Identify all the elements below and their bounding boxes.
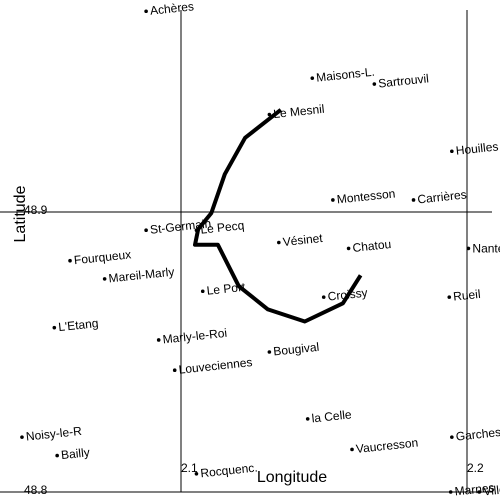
place-dot — [331, 198, 335, 202]
place-marker: Louveciennes — [172, 355, 253, 377]
place-dot — [305, 417, 310, 421]
place-label: la Celle — [311, 407, 353, 425]
place-marker: Croissy — [321, 286, 368, 304]
tick-labels: 2.1 2.2 48.9 48.8 — [24, 203, 484, 497]
place-label: L'Etang — [58, 316, 100, 334]
place-dot — [20, 435, 24, 439]
place-marker: Mareil-Marly — [102, 265, 175, 286]
place-label: Vésinet — [282, 231, 324, 249]
x-tick-label: 2.1 — [181, 461, 198, 475]
place-marker: Rocquenc. — [194, 460, 259, 480]
place-dot — [156, 338, 161, 342]
place-dot — [267, 350, 272, 354]
place-marker: la Celle — [305, 407, 353, 425]
place-dot — [448, 490, 453, 494]
place-label: Marly-le-Roi — [162, 326, 228, 347]
place-marker: Le Pecq — [194, 218, 245, 237]
place-marker: Sartrouvil — [372, 71, 430, 91]
place-label: Nanterre — [472, 241, 500, 255]
place-marker: Ville d'A — [477, 480, 500, 499]
place-label: Marnes — [454, 480, 495, 498]
place-marker: Garches — [450, 425, 500, 444]
y-tick-label: 48.9 — [24, 203, 48, 217]
place-dot — [477, 490, 482, 494]
place-label: Garches — [455, 425, 500, 444]
places-layer: Achères Maisons-L. Sartrouvil Le Mesnil Houi… — [20, 0, 500, 499]
place-dot — [102, 277, 107, 281]
place-dot — [350, 447, 354, 452]
place-label: Maisons-L. — [316, 65, 376, 85]
place-label: Croissy — [327, 286, 368, 304]
place-marker: Houilles — [450, 139, 499, 158]
place-dot — [310, 76, 315, 80]
place-marker: Le Mesnil — [267, 102, 326, 121]
place-dot — [411, 198, 416, 202]
place-label: Fourqueux — [73, 247, 132, 267]
place-dot — [450, 149, 454, 154]
place-label: Rocquenc. — [200, 460, 259, 480]
grid-lines — [0, 10, 492, 493]
place-dot — [68, 258, 72, 263]
place-label: Houilles — [455, 139, 499, 157]
place-dot — [52, 325, 57, 330]
place-dot — [194, 228, 199, 232]
place-marker: L'Etang — [52, 316, 100, 334]
place-marker: Carrières — [411, 187, 468, 207]
x-axis-label: Longitude — [257, 469, 327, 486]
place-label: Louveciennes — [178, 355, 253, 377]
place-dot — [55, 453, 59, 458]
place-label: Montesson — [336, 186, 396, 206]
place-marker: Chatou — [346, 237, 392, 255]
place-dot — [346, 246, 351, 251]
route-layer — [193, 108, 363, 324]
place-marker: Rueil — [447, 287, 481, 304]
y-axis-label: Latitude — [12, 185, 29, 242]
place-dot — [450, 435, 454, 439]
place-label: Carrières — [417, 187, 468, 206]
place-label: Chatou — [352, 237, 392, 255]
place-dot — [144, 228, 148, 232]
place-label: Le Pecq — [200, 218, 245, 237]
place-dot — [321, 295, 326, 299]
place-label: Le Port — [206, 280, 247, 298]
place-dot — [277, 240, 281, 245]
place-label: Bougival — [273, 340, 320, 359]
place-marker: Marly-le-Roi — [156, 326, 228, 347]
place-label: Rueil — [453, 287, 482, 304]
y-tick-label: 48.8 — [24, 483, 48, 497]
place-dot — [372, 82, 377, 86]
place-marker: Montesson — [331, 186, 396, 207]
place-label: Le Mesnil — [273, 102, 326, 121]
place-label: Noisy-le-R — [25, 424, 82, 444]
place-marker: Achères — [144, 0, 195, 18]
place-label: Vaucresson — [355, 436, 419, 456]
place-label: Bailly — [60, 445, 90, 462]
place-dot — [172, 368, 177, 373]
place-marker: Marnes — [448, 480, 495, 499]
place-dot — [466, 246, 471, 251]
place-dot — [194, 472, 199, 476]
place-marker: Maisons-L. — [310, 65, 375, 85]
place-label: Ville d'A — [483, 480, 500, 498]
place-marker: Nanterre — [466, 241, 500, 255]
place-marker: Bailly — [55, 445, 90, 462]
place-label: Sartrouvil — [378, 71, 430, 90]
place-marker: Fourqueux — [68, 247, 132, 267]
place-marker: Vésinet — [277, 231, 324, 249]
place-dot — [200, 289, 205, 294]
place-dot — [267, 112, 272, 117]
x-tick-label: 2.2 — [467, 461, 484, 475]
place-label: Mareil-Marly — [108, 265, 175, 286]
place-marker: Le Port — [200, 280, 247, 298]
place-dot — [144, 9, 148, 14]
place-marker: Noisy-le-R — [20, 424, 83, 444]
place-marker: Bougival — [267, 340, 320, 359]
place-marker: Vaucresson — [350, 436, 419, 456]
place-label: Achères — [149, 0, 194, 18]
place-dot — [447, 295, 452, 299]
route-line — [193, 108, 363, 324]
